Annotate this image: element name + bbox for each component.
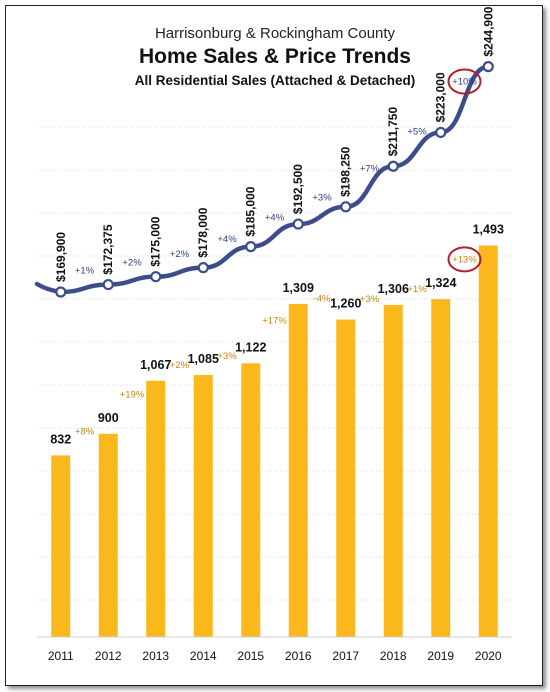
price-change-label: +3% [312,192,332,203]
price-point-2012 [102,278,114,291]
bar-value-label: 1,085 [188,352,219,366]
price-point-2016 [292,218,304,230]
x-tick-label: 2018 [380,649,407,663]
bar-2011 [51,455,71,637]
bar-2017 [336,319,356,637]
price-value-label: $198,250 [339,146,353,196]
x-tick-label: 2014 [190,649,217,663]
bar-value-label: 832 [50,432,71,446]
gridlines [37,126,512,601]
bar-change-label: +3% [360,294,380,305]
x-tick-label: 2012 [95,649,122,663]
bar-2013 [146,380,166,637]
x-tick-label: 2011 [48,649,74,663]
bar-value-label: 1,309 [283,281,314,295]
price-line-series: $169,900 $172,375 $175,000 $178,000 $185,000… [34,6,495,298]
bar-series: 832 900 1,067 1,085 1,122 1,309 1,260 1,306 1,32… [50,223,504,637]
bar-value-label: 900 [98,411,119,425]
bar-2019 [431,299,451,637]
bar-value-label: 1,493 [473,223,504,237]
bar-change-label: +3% [217,351,237,362]
x-tick-label: 2015 [237,649,264,663]
bar-value-label: 1,260 [330,297,361,311]
x-tick-label: 2017 [332,649,359,663]
bar-2014 [193,375,213,637]
price-point-2018 [387,160,399,172]
price-point-2019 [435,126,447,139]
chart-header-line: Harrisonburg & Rockingham County [155,25,396,42]
price-change-label: +2% [122,258,142,269]
price-change-label: +1% [75,265,95,276]
bar-change-label: +2% [170,360,190,371]
price-change-label: +4% [265,212,285,223]
price-value-label: $169,900 [54,232,68,282]
price-change-label: +4% [217,234,237,245]
price-value-label: $244,900 [481,6,495,56]
price-change-label: +10% [452,77,477,88]
bar-value-label: 1,067 [140,358,171,372]
price-change-label: +7% [360,164,380,175]
bar-change-label: +13% [452,254,477,265]
bar-2018 [383,304,403,637]
x-tick-label: 2019 [427,649,454,663]
bar-change-label: +17% [262,316,287,327]
chart-title: Home Sales & Price Trends [139,45,411,68]
highlight-circle [447,68,482,95]
chart-subtitle: All Residential Sales (Attached & Detach… [135,73,416,88]
price-point-2017 [340,201,352,213]
bar-change-label: +8% [75,427,95,438]
bar-value-label: 1,306 [378,282,409,296]
price-point-2020 [482,61,494,73]
price-value-label: $211,750 [386,107,400,157]
x-tick-label: 2020 [475,649,502,663]
bar-change-label: +1% [407,284,427,295]
price-point-2015 [245,241,257,253]
bar-value-label: 1,324 [425,276,456,290]
bar-2020 [478,245,498,637]
price-point-2014 [197,262,209,274]
price-value-label: $172,375 [101,224,115,274]
price-point-2011 [55,286,67,298]
bar-change-label: +19% [120,389,145,400]
chart-frame [5,5,543,686]
highlight-circle [447,246,482,273]
bar-change-label: -4% [314,294,331,305]
price-value-label: $192,500 [291,164,305,214]
x-axis: 2011 2012 2013 2014 2015 2016 2017 2018 2019 2020 [37,636,512,663]
bar-2015 [241,363,261,637]
price-value-label: $178,000 [196,207,210,257]
price-value-label: $185,000 [244,186,258,236]
price-point-2013 [150,271,162,283]
x-tick-label: 2016 [285,649,312,663]
x-tick-label: 2013 [142,649,169,663]
bar-2012 [98,433,118,637]
price-value-label: $223,000 [434,72,448,122]
price-change-label: +2% [170,249,190,260]
price-value-label: $175,000 [149,216,163,266]
bar-value-label: 1,122 [235,340,266,354]
bar-2016 [288,303,308,637]
price-change-label: +5% [407,126,427,137]
